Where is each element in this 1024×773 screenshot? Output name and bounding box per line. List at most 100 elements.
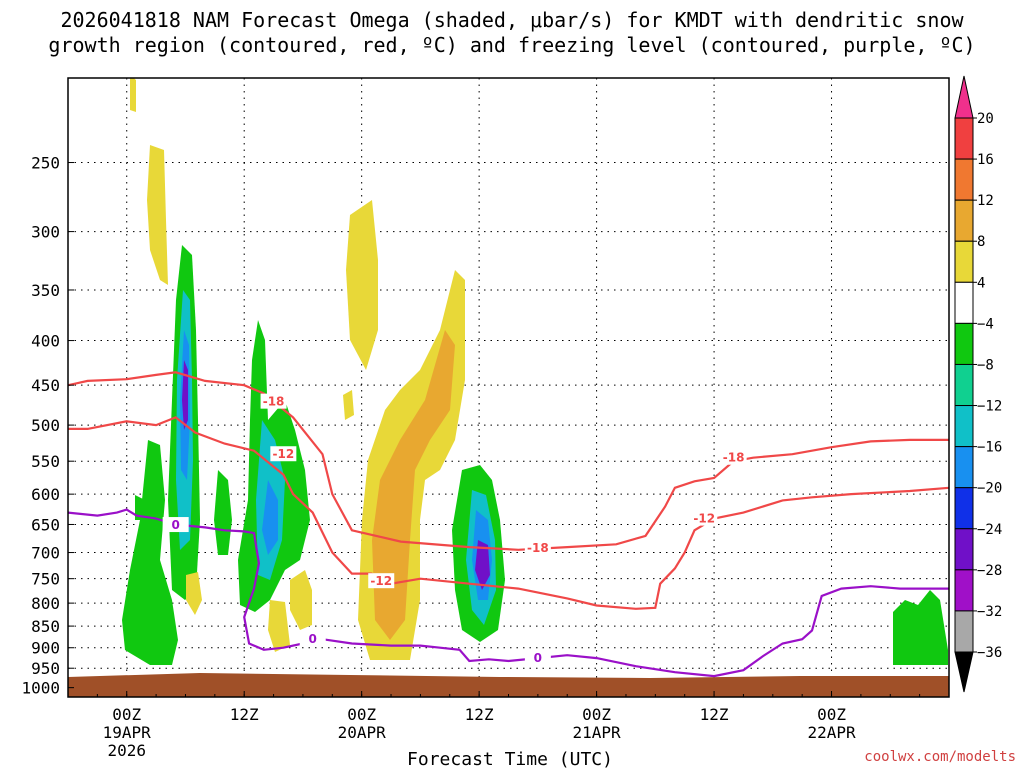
contour-label: -18 <box>527 541 549 555</box>
colorbar: 20 16 12 8 4 −4 −8 −12 −16 −20 −24 −28 −32 −36 <box>954 75 1002 693</box>
y-tick-label: 250 <box>31 154 60 173</box>
y-tick-label: 550 <box>31 452 60 471</box>
colorbar-segment <box>954 363 974 407</box>
contour-minus12-line <box>68 416 949 610</box>
y-tick-label: 450 <box>31 376 60 395</box>
colorbar-label: −12 <box>977 399 1002 415</box>
contour-label-bg <box>260 393 287 409</box>
colorbar-segment <box>954 158 974 201</box>
colorbar-segment <box>954 322 974 365</box>
colorbar-label: −36 <box>977 645 1002 661</box>
y-tick-label: 400 <box>31 332 60 351</box>
colorbar-label: 8 <box>977 234 985 250</box>
x-axis-title: Forecast Time (UTC) <box>407 749 613 768</box>
y-tick-label: 900 <box>31 639 60 658</box>
y-tick-label: 750 <box>31 570 60 589</box>
y-tick-label: 800 <box>31 594 60 613</box>
x-tick-label: 00Z <box>817 705 846 724</box>
contour-label: 0 <box>534 651 542 665</box>
colorbar-segment <box>954 569 974 612</box>
contour-lines <box>68 371 949 678</box>
colorbar-label: 16 <box>977 152 994 168</box>
x-tick-date-label: 20APR <box>338 723 387 742</box>
ground-surface <box>68 673 949 697</box>
omega-region-orange-4 <box>372 330 455 640</box>
omega-region-yellow-5 <box>290 570 312 630</box>
contour-label-bg <box>720 449 747 465</box>
colorbar-label: 4 <box>977 275 985 291</box>
contour-label: 0 <box>171 518 179 532</box>
y-axis: 250 300 350 400 450 500 550 600 650 700 750 800 850 9… <box>21 154 74 698</box>
chart-title-line2: growth region (contoured, red, ºC) and f… <box>48 33 975 57</box>
contour-minus18-line <box>68 371 949 551</box>
colorbar-segment <box>954 487 974 530</box>
y-tick-label: 700 <box>31 544 60 563</box>
contour-labels: -18 -18 -18 -12 -12 -12 0 0 0 <box>162 393 747 666</box>
plot-area <box>68 78 949 697</box>
omega-region-green-7 <box>135 495 145 520</box>
omega-region-green-1 <box>122 440 178 665</box>
x-tick-date-label: 21APR <box>573 723 622 742</box>
y-tick-label: 350 <box>31 281 60 300</box>
contour-label: -18 <box>723 451 745 465</box>
colorbar-segment <box>954 528 974 571</box>
contour-label: -18 <box>263 395 285 409</box>
y-tick-label: 1000 <box>21 679 60 698</box>
omega-region-green-6 <box>893 590 948 665</box>
x-tick-label: 00Z <box>347 705 376 724</box>
colorbar-segment <box>954 199 974 242</box>
colorbar-segment <box>954 610 974 653</box>
colorbar-label: 12 <box>977 193 994 209</box>
colorbar-segment <box>954 281 974 324</box>
x-tick-label: 00Z <box>582 705 611 724</box>
contour-label-bg <box>524 540 551 556</box>
y-tick-label: 950 <box>31 659 60 678</box>
contour-label-bg <box>270 446 297 462</box>
omega-shading <box>122 78 948 665</box>
x-tick-label: 00Z <box>112 705 141 724</box>
contour-label-bg <box>368 573 395 589</box>
omega-region-yellow-7 <box>186 572 202 615</box>
omega-region-purple-2 <box>182 360 188 430</box>
colorbar-label: −16 <box>977 440 1002 456</box>
colorbar-label: −8 <box>977 357 994 373</box>
omega-region-yellow-1 <box>147 145 168 285</box>
x-tick-year-label: 2026 <box>107 741 146 760</box>
colorbar-segment <box>954 446 974 489</box>
colorbar-top-arrow <box>954 75 974 119</box>
y-tick-label: 650 <box>31 515 60 534</box>
omega-region-purple-5 <box>475 540 490 590</box>
colorbar-label: −32 <box>977 604 1002 620</box>
x-tick-label: 12Z <box>465 705 494 724</box>
x-tick-label: 12Z <box>230 705 259 724</box>
contour-label: -12 <box>370 574 392 588</box>
x-tick-date-label: 19APR <box>103 723 152 742</box>
contour-label: -12 <box>273 447 295 461</box>
omega-region-yellow-3 <box>346 200 378 370</box>
contour-0-line <box>68 508 949 678</box>
contour-label-bg <box>691 510 718 526</box>
colorbar-label: 20 <box>977 111 994 127</box>
contour-label: -12 <box>693 512 715 526</box>
omega-region-blue-4 <box>262 480 278 555</box>
y-tick-label: 600 <box>31 485 60 504</box>
contour-label-bg <box>299 631 326 647</box>
colorbar-segment <box>954 240 974 283</box>
colorbar-segment <box>954 405 974 448</box>
x-tick-label: 12Z <box>700 705 729 724</box>
colorbar-label: −28 <box>977 563 1002 579</box>
colorbar-label: −4 <box>977 316 994 332</box>
omega-region-yellow-8 <box>343 390 354 420</box>
colorbar-segment <box>954 117 974 160</box>
contour-label-bg <box>524 650 551 666</box>
chart-title-line1: 2026041818 NAM Forecast Omega (shaded, μ… <box>60 8 964 32</box>
y-tick-label: 300 <box>31 223 60 242</box>
colorbar-label: −20 <box>977 481 1002 497</box>
omega-region-yellow-6 <box>268 600 290 652</box>
omega-region-green-3 <box>214 470 232 555</box>
y-tick-label: 500 <box>31 416 60 435</box>
colorbar-bottom-arrow <box>954 651 974 693</box>
x-tick-date-label: 22APR <box>807 723 856 742</box>
